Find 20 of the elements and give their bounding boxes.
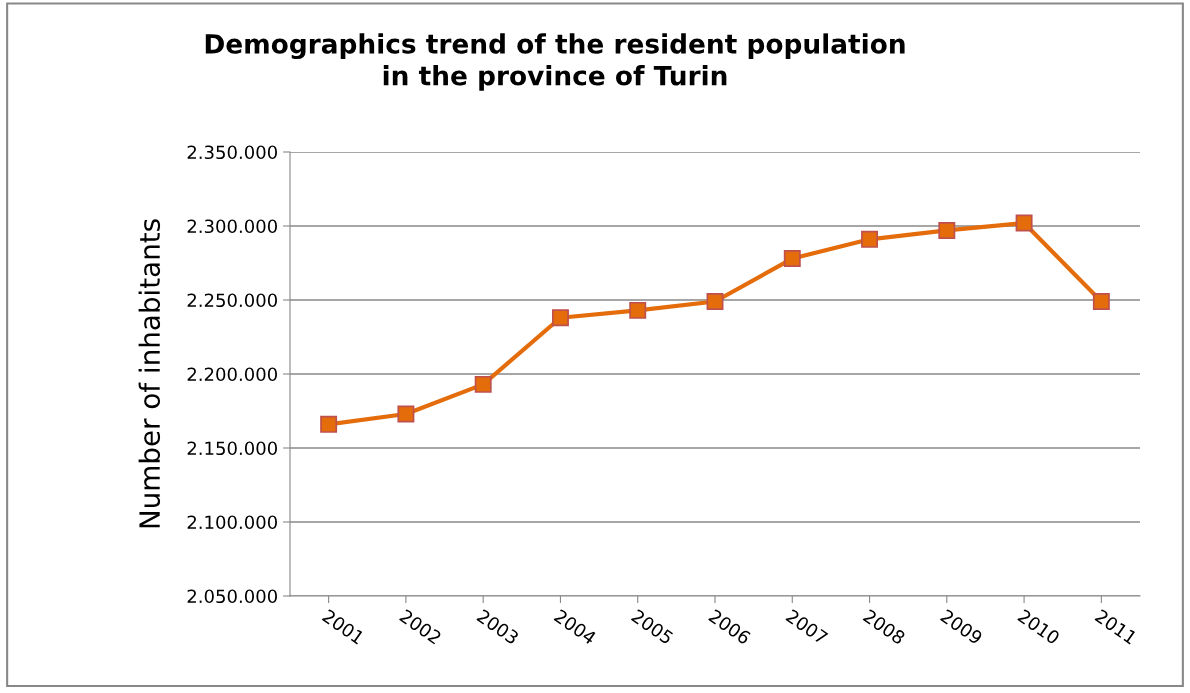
point (320, 415, 338, 433)
point (551, 309, 569, 327)
point (397, 405, 415, 423)
point (474, 375, 492, 393)
y-tick-label: 2.100.000 (187, 515, 277, 530)
y-axis-title: Number of inhabitants (138, 219, 161, 528)
point (783, 250, 801, 268)
point (629, 301, 647, 319)
point (861, 230, 879, 248)
y-tick-label: 2.350.000 (187, 145, 277, 160)
point (706, 293, 724, 310)
chart-title: Demographics trend of the resident population in the province of Turin (205, 33, 905, 91)
point (938, 221, 956, 239)
y-tick-label: 2.200.000 (187, 367, 277, 382)
y-tick-label: 2.250.000 (187, 293, 277, 308)
y-tick-label: 2.150.000 (187, 441, 277, 456)
y-tick-label: 2.300.000 (187, 219, 277, 234)
point (1092, 293, 1110, 310)
y-tick-label: 2.050.000 (187, 589, 277, 604)
point (1015, 214, 1033, 232)
